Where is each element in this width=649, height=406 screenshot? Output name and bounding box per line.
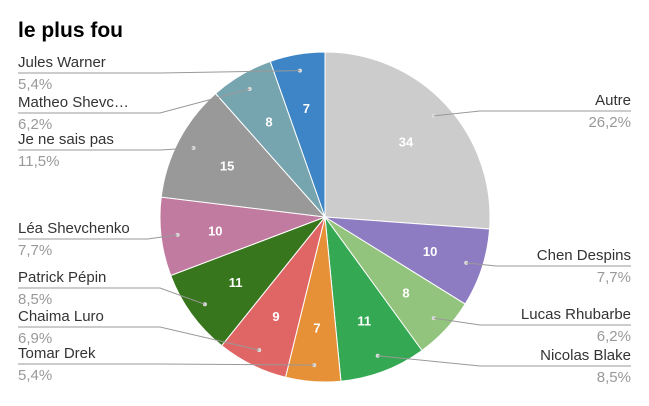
slice-name-label: Lucas Rhubarbe [521, 306, 631, 323]
slice-percent-label: 7,7% [597, 269, 631, 286]
slice-value-label: 11 [229, 275, 243, 290]
pie-slice [160, 92, 327, 218]
slice-name-label: Matheo Shevc… [18, 94, 129, 111]
slice-name-label: Chen Despins [537, 247, 631, 264]
slice-percent-label: 6,2% [597, 328, 631, 345]
slice-percent-label: 5,4% [18, 367, 52, 384]
pie-slice [170, 215, 327, 347]
pie-slice [269, 51, 326, 218]
slice-name-label: Jules Warner [18, 54, 106, 71]
slice-value-label: 10 [208, 223, 222, 238]
slice-value-label: 10 [423, 244, 437, 259]
leader-line [18, 70, 301, 74]
slice-value-label: 9 [272, 309, 279, 324]
pie-slice [324, 215, 423, 382]
slice-value-label: 7 [303, 101, 310, 116]
slice-percent-label: 6,2% [18, 116, 52, 133]
slice-value-label: 11 [357, 313, 371, 328]
slice-value-label: 34 [399, 135, 414, 150]
slice-value-label: 15 [220, 159, 234, 174]
slice-name-label: Léa Shevchenko [18, 220, 130, 237]
slice-percent-label: 5,4% [18, 76, 52, 93]
leader-line [18, 326, 260, 351]
pie-slice [324, 51, 491, 230]
slice-value-label: 8 [402, 285, 409, 300]
slice-name-label: Chaima Luro [18, 308, 104, 325]
slice-percent-label: 7,7% [18, 242, 52, 259]
leader-line [18, 234, 178, 240]
slice-name-label: Autre [595, 92, 631, 109]
slice-percent-label: 11,5% [18, 153, 59, 170]
leader-line [18, 147, 194, 151]
chart-title: le plus fou [18, 19, 123, 42]
slice-name-label: Nicolas Blake [540, 347, 631, 364]
slice-percent-label: 6,9% [18, 330, 52, 347]
slice-name-label: Je ne sais pas [18, 131, 114, 148]
slice-percent-label: 8,5% [18, 291, 52, 308]
leader-line [18, 88, 250, 114]
leader-line [18, 363, 315, 366]
leader-line [18, 287, 206, 305]
slice-value-label: 7 [313, 320, 320, 335]
slice-value-label: 8 [265, 115, 272, 130]
leader-line [377, 355, 631, 367]
slice-name-label: Tomar Drek [18, 345, 96, 362]
slice-percent-label: 8,5% [597, 369, 631, 386]
leader-line [433, 317, 631, 326]
leader-line [466, 262, 631, 267]
slice-percent-label: 26,2% [588, 114, 631, 131]
slice-name-label: Patrick Pépin [18, 269, 106, 286]
leader-line [433, 110, 631, 117]
